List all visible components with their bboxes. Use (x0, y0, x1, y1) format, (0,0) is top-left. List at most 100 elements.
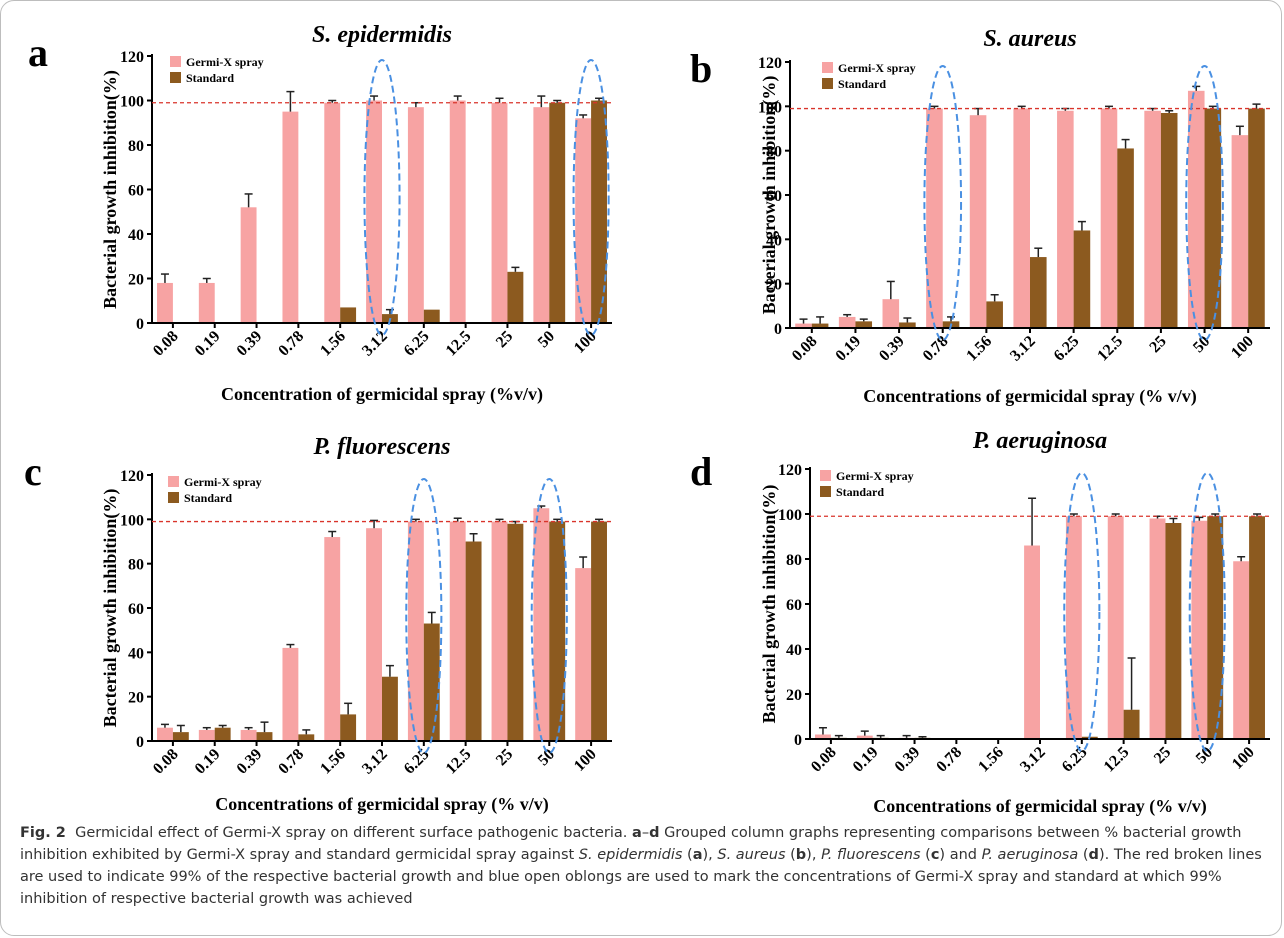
y-tick-label: 100 (758, 99, 782, 116)
bar-germi (882, 299, 900, 328)
bar-standard (298, 734, 315, 741)
x-tick-label: 6.25 (401, 328, 433, 360)
bar-standard (549, 521, 566, 741)
bar-germi (1107, 516, 1124, 739)
y-tick-label: 60 (128, 183, 144, 200)
x-tick-label: 50 (535, 328, 558, 351)
bar-germi (449, 521, 466, 741)
x-tick-label: 0.08 (150, 746, 182, 778)
y-tick-label: 120 (758, 55, 782, 72)
legend-swatch (820, 486, 831, 497)
x-axis-label: Concentrations of germicidal spray (% v/… (863, 386, 1196, 407)
bar-standard (507, 523, 524, 741)
caption-species-2: S. aureus (717, 847, 786, 863)
bar-germi (1149, 518, 1166, 739)
y-axis-label: Bacterial growth inhibition(%) (100, 70, 121, 309)
caption-title: Germicidal effect of Germi-X spray on di… (75, 825, 628, 841)
bar-standard (382, 676, 398, 741)
caption-ref-d2: d (1088, 847, 1099, 863)
caption-and: and (949, 847, 977, 863)
y-axis-label: Bacterial growth inhibition(%) (759, 485, 780, 724)
highlight-oblong (405, 478, 443, 754)
x-tick-label: 0.39 (234, 746, 266, 778)
bar-standard (423, 309, 440, 323)
bar-germi (1233, 561, 1250, 739)
y-tick-label: 100 (120, 94, 144, 111)
caption-species-1: S. epidermidis (578, 847, 683, 863)
bar-germi (407, 107, 424, 323)
y-tick-label: 80 (128, 138, 144, 155)
y-tick-label: 0 (136, 734, 144, 751)
x-tick-label: 100 (1229, 744, 1258, 773)
figure-charts: a S. epidermidis 0 20 40 60 80 100 120 0.08 0.19 0.… (24, 22, 1270, 817)
legend-swatch (170, 56, 181, 67)
y-tick-label: 0 (136, 316, 144, 333)
legend-label: Standard (836, 485, 884, 499)
x-tick-label: 0.19 (192, 328, 224, 360)
legend-swatch (168, 492, 179, 503)
x-tick-label: 0.19 (832, 333, 864, 365)
bar-germi (198, 729, 215, 741)
highlight-oblong (572, 59, 610, 336)
caption-dash: – (641, 825, 650, 841)
bar-germi (1057, 110, 1074, 329)
bar-standard (214, 727, 231, 741)
caption-ref-a: a (632, 825, 642, 841)
bar-standard (256, 732, 273, 741)
bar-standard (1204, 108, 1222, 328)
x-tick-label: 1.56 (317, 328, 349, 360)
caption-ref-c: c (930, 847, 940, 863)
y-tick-label: 40 (128, 645, 144, 662)
y-tick-label: 80 (128, 557, 144, 574)
y-tick-label: 20 (128, 690, 144, 707)
bar-germi (533, 508, 550, 741)
x-tick-label: 6.25 (1051, 333, 1083, 365)
y-tick-label: 80 (786, 552, 802, 569)
bar-germi (240, 207, 257, 323)
bar-standard (340, 307, 357, 323)
highlight-oblong (530, 478, 568, 754)
bar-germi (1191, 520, 1208, 739)
x-tick-label: 25 (493, 328, 516, 351)
bar-standard (1249, 516, 1265, 739)
legend-label: Germi-X spray (184, 475, 262, 489)
bar-germi (575, 568, 592, 741)
chart-title: S. epidermidis (312, 22, 452, 48)
bar-standard (549, 102, 566, 323)
y-tick-label: 120 (120, 49, 144, 66)
x-tick-label: 1.56 (975, 744, 1007, 776)
caption-text2: . The red broken lines are used to indic… (20, 847, 1262, 907)
bar-standard (1160, 112, 1178, 328)
bar-germi (282, 647, 299, 741)
x-tick-label: 3.12 (1007, 333, 1039, 365)
x-tick-label: 100 (1228, 333, 1257, 362)
caption-text1: Grouped column graphs representing compa… (20, 825, 1242, 863)
bar-germi (366, 100, 382, 323)
y-axis-label: Bacterial growth inhibition(%) (759, 76, 780, 315)
x-axis-label: Concentrations of germicidal spray (% v/… (873, 796, 1206, 817)
legend-label: Germi-X spray (836, 469, 914, 483)
y-tick-label: 60 (128, 601, 144, 618)
bar-standard (1123, 709, 1140, 739)
bar-germi (838, 316, 856, 328)
x-tick-label: 0.08 (808, 744, 840, 776)
x-tick-label: 25 (1151, 744, 1174, 767)
panel-letter: d (690, 449, 712, 494)
bar-standard (507, 271, 524, 323)
chart-panel-a: a S. epidermidis 0 20 40 60 80 100 120 0.08 0.19 0.… (28, 22, 612, 405)
legend-label: Standard (838, 77, 886, 91)
y-tick-label: 20 (128, 272, 144, 289)
chart-panel-d: d P. aeruginosa 0 20 40 60 80 100 120 0.08 0.19 0.3… (690, 428, 1270, 817)
bar-germi (491, 102, 508, 323)
bar-germi (1024, 545, 1040, 739)
bar-germi (1187, 90, 1205, 328)
x-tick-label: 100 (571, 746, 600, 775)
y-tick-label: 60 (766, 188, 782, 205)
bar-standard (1030, 257, 1047, 328)
y-tick-label: 120 (778, 462, 802, 479)
x-tick-label: 0.19 (850, 744, 882, 776)
bar-germi (282, 111, 299, 323)
bar-germi (324, 102, 341, 323)
bar-standard (1073, 230, 1091, 328)
